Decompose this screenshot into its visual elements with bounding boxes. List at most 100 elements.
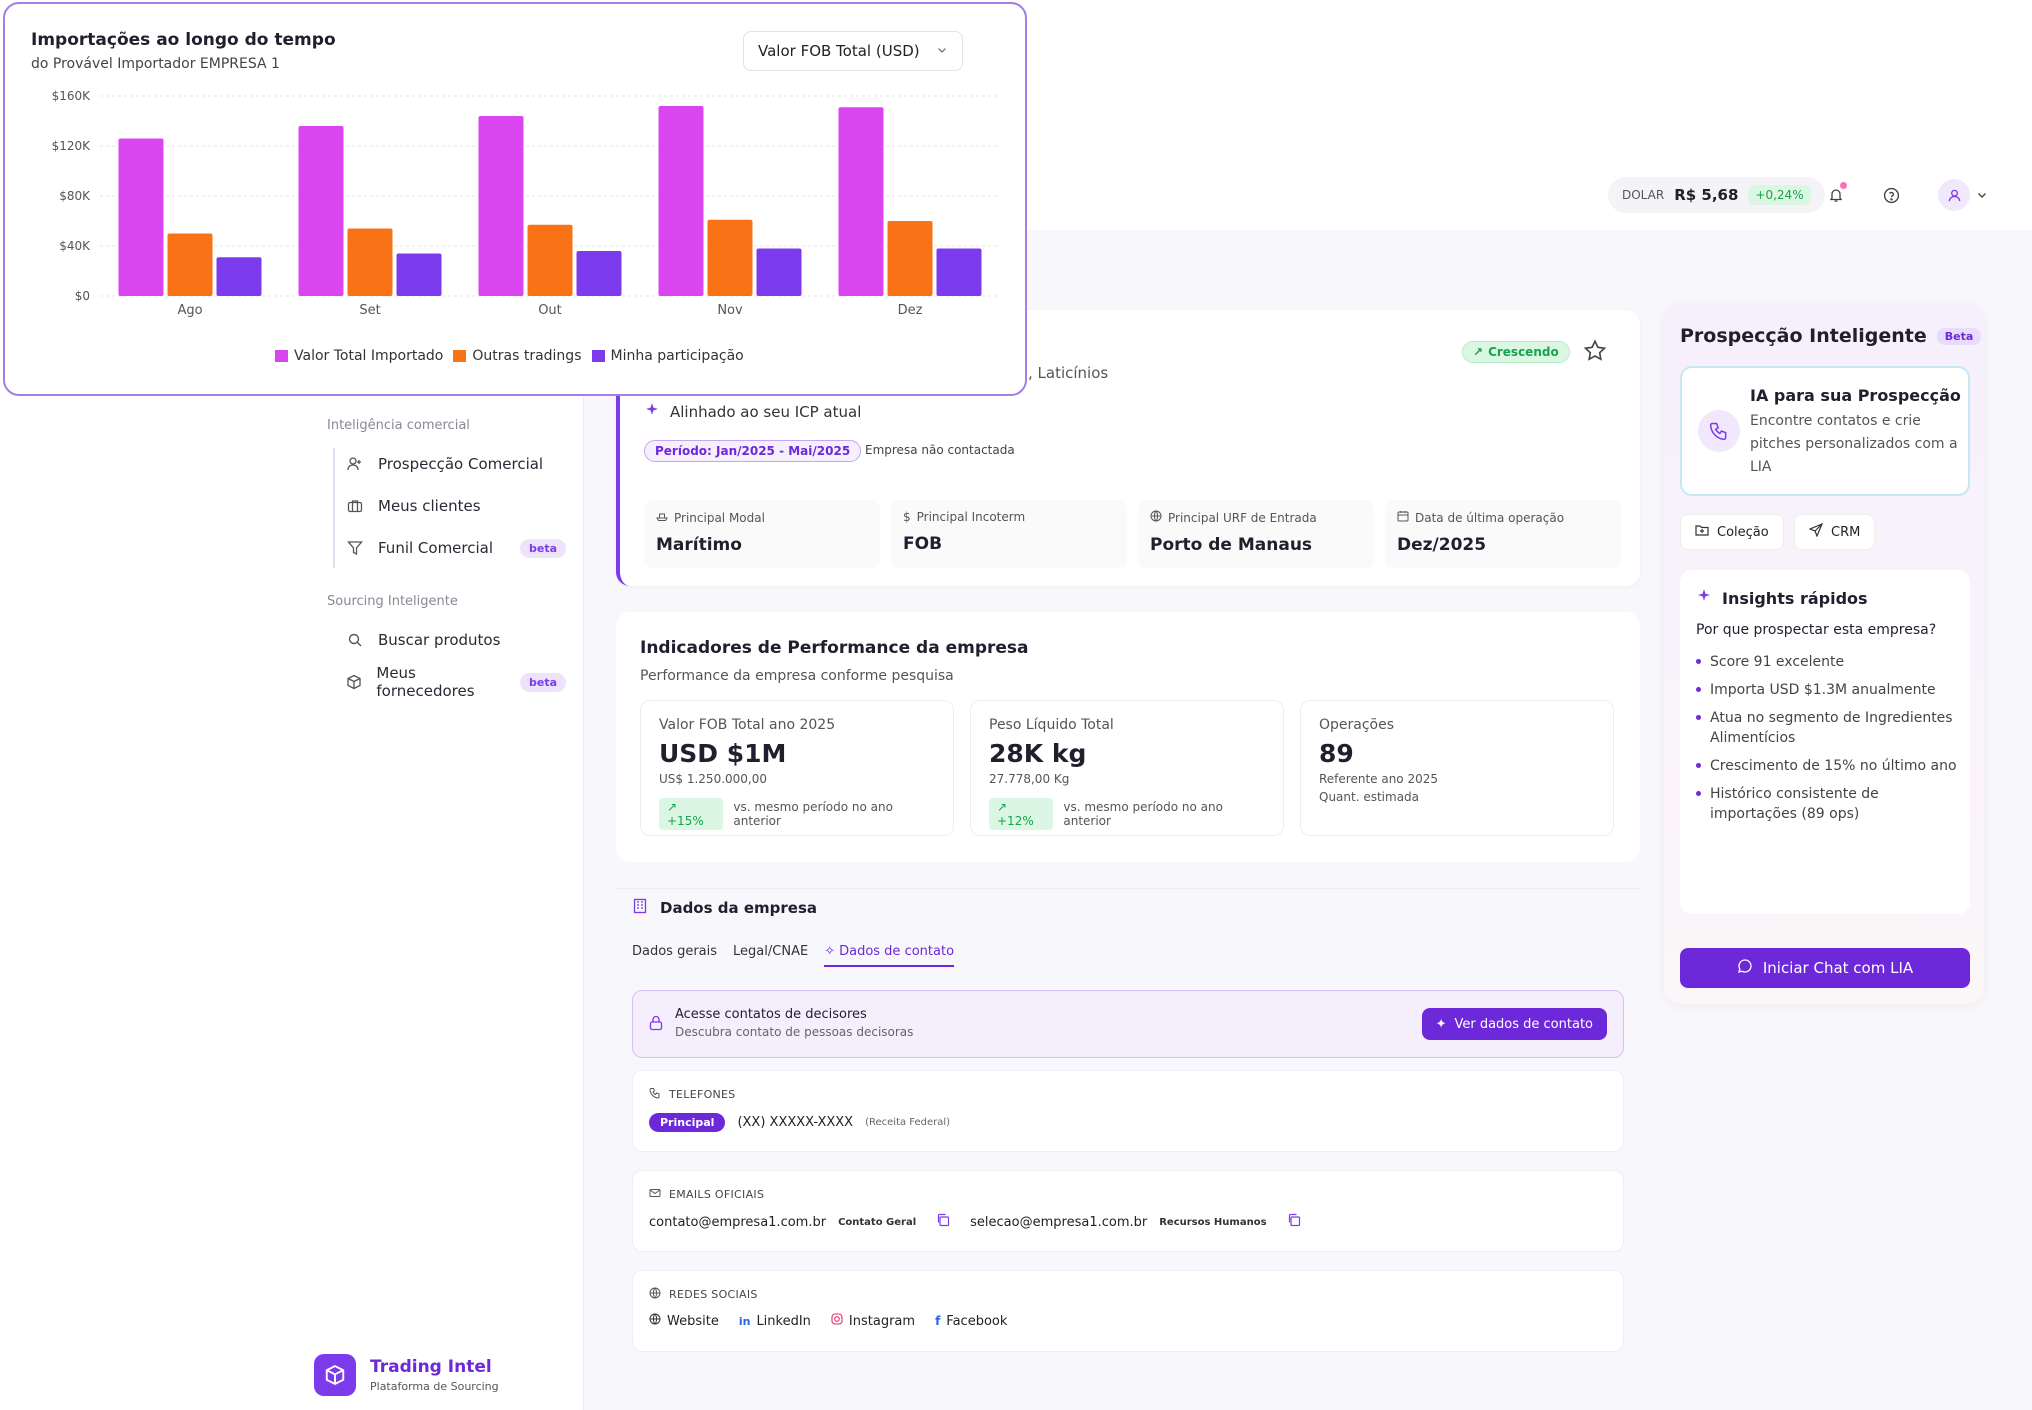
chart-subtitle: do Provável Importador EMPRESA 1 [31,56,280,72]
sidebar-item-label: Meus clientes [378,497,481,515]
social-facebook[interactable]: f Facebook [935,1314,1007,1329]
linkedin-icon: in [738,1314,751,1328]
colecao-button[interactable]: Coleção [1680,514,1784,550]
bell-icon[interactable] [1821,180,1851,210]
sidebar-item-fornecedores[interactable]: Meus fornecedores beta [346,664,566,700]
sidebar-item-buscar-produtos[interactable]: Buscar produtos [346,624,566,656]
facebook-icon: f [935,1314,941,1328]
performance-subtitle: Performance da empresa conforme pesquisa [640,668,954,684]
bar [838,107,884,296]
beta-badge: beta [519,672,566,692]
change-value: +12% [997,814,1034,828]
search-icon [346,631,364,649]
user-avatar[interactable] [1938,179,1970,211]
sidebar-item-label: Prospecção Comercial [378,455,544,473]
email-tag: Recursos Humanos [1159,1216,1267,1228]
bar [936,248,982,296]
emails-section: EMAILS OFICIAIS contato@empresa1.com.br … [632,1170,1624,1252]
copy-icon[interactable] [936,1213,950,1231]
view-contact-button[interactable]: ✦ Ver dados de contato [1421,1008,1607,1040]
bar [527,224,573,296]
social-linkedin[interactable]: in LinkedIn [739,1314,811,1329]
phone-icon [649,1087,661,1102]
change-value: +15% [667,814,704,828]
change-compare: vs. mesmo período no ano anterior [733,800,893,828]
email-value[interactable]: selecao@empresa1.com.br [970,1214,1148,1230]
ia-prospeccao-card[interactable]: IA para sua Prospecção Encontre contatos… [1680,366,1970,496]
beta-badge: beta [519,538,566,558]
star-icon[interactable] [1582,338,1608,368]
metric-value: 89 [1319,739,1354,768]
divider [616,888,1640,889]
copy-icon[interactable] [1287,1213,1301,1231]
insights-title: Insights rápidos [1722,588,1868,608]
ship-icon [656,510,668,525]
legend-label: Minha participação [610,348,744,364]
legend-swatch [275,350,288,362]
crm-label: CRM [1831,524,1861,540]
social-website[interactable]: Website [649,1313,719,1329]
metric-peso: Peso Líquido Total 28K kg 27.778,00 Kg ↗… [970,700,1284,836]
status-badge: ↗ Crescendo [1462,341,1570,363]
cube-logo-icon [314,1354,356,1396]
brand[interactable]: Trading Intel Plataforma de Sourcing [314,1354,499,1396]
social-instagram[interactable]: Instagram [831,1313,915,1329]
bar [576,251,622,296]
list-item: Importa USD $1.3M anualmente [1696,680,1958,700]
dolar-change: +0,24% [1748,185,1811,205]
metric-value: 28K kg [989,739,1087,768]
dolar-value: R$ 5,68 [1674,186,1739,204]
sidebar-item-clientes[interactable]: Meus clientes [346,490,566,522]
legend-swatch [591,350,605,362]
insights-list: Score 91 excelente Importa USD $1.3M anu… [1696,652,1958,832]
ia-title: IA para sua Prospecção [1750,386,1961,405]
metric-select[interactable]: Valor FOB Total (USD) [743,31,963,71]
prospeccao-title: Prospecção Inteligente Beta [1680,325,1982,347]
sidebar-item-prospeccao[interactable]: Prospecção Comercial [346,448,566,480]
x-tick-label: Nov [717,303,743,318]
chevron-down-icon[interactable] [1976,186,1988,205]
fact-urf: Principal URF de Entrada Porto de Manaus [1138,500,1374,568]
chart-title: Importações ao longo do tempo [31,30,336,50]
calendar-icon [1397,510,1409,525]
x-tick-label: Set [359,303,380,318]
crm-button[interactable]: CRM [1794,514,1876,550]
social-label: REDES SOCIAIS [669,1288,758,1301]
chat-bubble-icon [1737,958,1753,978]
sparkle-icon [644,402,660,422]
metric-sub: Referente ano 2025 [1319,772,1439,786]
metric-sub: 27.778,00 Kg [989,772,1070,786]
list-item: Score 91 excelente [1696,652,1958,672]
legend-item: Minha participação [591,348,744,364]
fact-incoterm: $ Principal Incoterm FOB [891,500,1127,568]
fact-value: Marítimo [656,535,742,555]
y-tick-label: $120K [52,139,92,153]
metric-value: USD $1M [659,739,787,768]
tab-legal-cnae[interactable]: Legal/CNAE [733,944,809,959]
list-item: Atua no segmento de Ingredientes Aliment… [1696,708,1958,748]
email-value[interactable]: contato@empresa1.com.br [649,1214,827,1230]
company-data-title-text: Dados da empresa [660,899,818,917]
start-chat-button[interactable]: Iniciar Chat com LIA [1680,948,1970,988]
icp-text: Alinhado ao seu ICP atual [670,403,862,421]
folder-icon [1695,523,1709,541]
y-tick-label: $0 [75,289,90,303]
x-tick-label: Ago [177,303,202,318]
y-tick-label: $160K [52,89,92,103]
imports-chart-card: Importações ao longo do tempo do Prováve… [3,2,1027,396]
change-badge: ↗ +12% [989,798,1054,830]
tab-dados-gerais[interactable]: Dados gerais [632,944,718,959]
lock-icon [649,1015,663,1035]
status-badge-label: Crescendo [1488,345,1559,359]
sparkle-icon: ✧ [824,944,836,959]
fact-modal: Principal Modal Marítimo [644,500,880,568]
bar [756,248,802,296]
list-item: Histórico consistente de importações (89… [1696,784,1958,824]
tab-dados-contato[interactable]: ✧ Dados de contato [824,944,955,967]
legend-item: Outras tradings [453,348,582,364]
sidebar-item-funil[interactable]: Funil Comercial beta [346,532,566,564]
metric-operacoes: Operações 89 Referente ano 2025 Quant. e… [1300,700,1614,836]
phone-value[interactable]: (XX) XXXXX-XXXX [737,1115,854,1130]
fact-last-operation: Data de última operação Dez/2025 [1385,500,1621,568]
help-icon[interactable] [1876,180,1906,210]
